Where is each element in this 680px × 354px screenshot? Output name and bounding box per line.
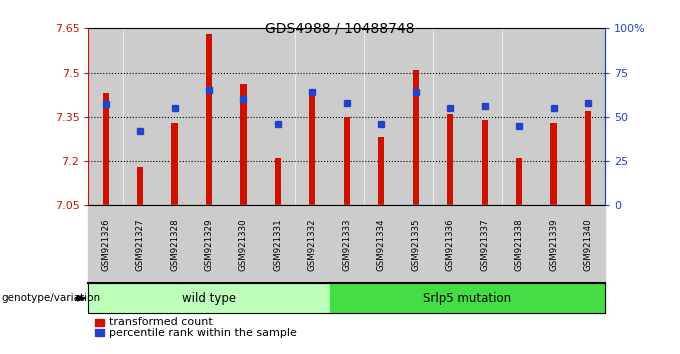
Text: GSM921335: GSM921335 (411, 218, 420, 270)
Text: GSM921329: GSM921329 (205, 218, 214, 270)
Bar (481, 120, 488, 205)
Bar (309, 93, 316, 205)
Bar (227, 28, 260, 205)
Bar (240, 84, 247, 205)
Text: GSM921334: GSM921334 (377, 218, 386, 270)
Text: GDS4988 / 10488748: GDS4988 / 10488748 (265, 21, 415, 35)
Bar (261, 28, 294, 205)
Bar (103, 93, 109, 205)
Text: genotype/variation: genotype/variation (1, 293, 101, 303)
Bar (343, 117, 350, 205)
Text: GSM921327: GSM921327 (135, 218, 145, 270)
Bar (330, 28, 363, 205)
Text: GSM921326: GSM921326 (101, 218, 110, 270)
Bar (124, 28, 156, 205)
Bar (399, 28, 432, 205)
Text: GSM921330: GSM921330 (239, 218, 248, 270)
Text: Srlp5 mutation: Srlp5 mutation (424, 292, 511, 305)
Text: GSM921331: GSM921331 (273, 218, 282, 270)
Bar (585, 111, 591, 205)
Text: percentile rank within the sample: percentile rank within the sample (109, 328, 296, 338)
Bar (158, 28, 191, 205)
Bar (206, 34, 212, 205)
Text: GSM921339: GSM921339 (549, 218, 558, 270)
Bar (378, 137, 384, 205)
Bar (516, 158, 522, 205)
Bar (413, 70, 419, 205)
Bar (137, 167, 143, 205)
Bar (537, 28, 570, 205)
Text: GSM921336: GSM921336 (445, 218, 455, 270)
Text: wild type: wild type (182, 292, 236, 305)
Bar (571, 28, 605, 205)
Bar (447, 114, 454, 205)
Bar (434, 28, 466, 205)
Text: GSM921333: GSM921333 (342, 218, 352, 270)
Text: GSM921332: GSM921332 (308, 218, 317, 270)
Bar (296, 28, 329, 205)
Text: GSM921328: GSM921328 (170, 218, 179, 270)
Text: GSM921338: GSM921338 (515, 218, 524, 270)
Bar (192, 28, 226, 205)
Text: GSM921340: GSM921340 (583, 218, 592, 270)
Text: GSM921337: GSM921337 (480, 218, 489, 270)
Bar (550, 123, 557, 205)
Bar (171, 123, 177, 205)
Bar (503, 28, 536, 205)
Bar (89, 28, 122, 205)
Bar (275, 158, 281, 205)
Text: transformed count: transformed count (109, 317, 213, 327)
Bar (364, 28, 398, 205)
Bar (468, 28, 501, 205)
